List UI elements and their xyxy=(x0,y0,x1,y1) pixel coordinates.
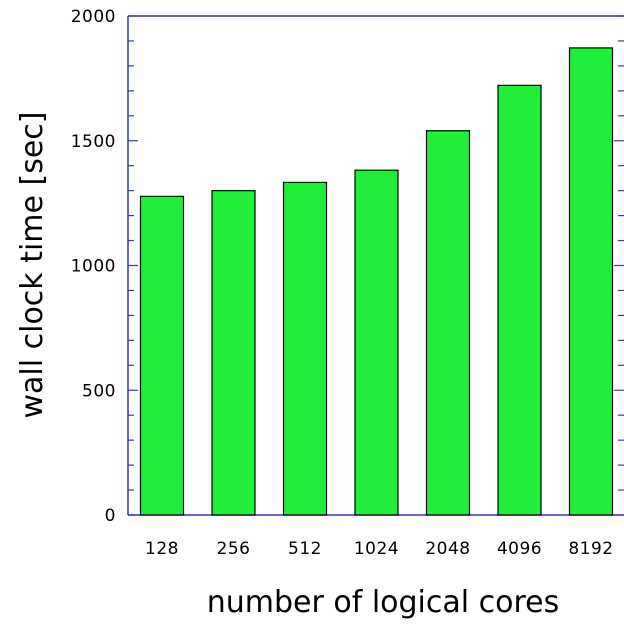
x-tick-label: 2048 xyxy=(425,539,470,559)
bar-4096 xyxy=(497,84,542,516)
x-tick-label: 512 xyxy=(288,539,322,559)
y-tick-label: 0 xyxy=(105,506,116,526)
y-tick-label: 500 xyxy=(82,381,116,401)
x-ticks-group: 128 256 512 1024 2048 4096 8192 xyxy=(145,539,613,559)
y-axis-label: wall clock time [sec] xyxy=(15,111,50,418)
bars-group xyxy=(139,47,614,516)
bar-8192 xyxy=(568,47,614,516)
x-tick-label: 8192 xyxy=(568,539,613,559)
x-tick-label: 4096 xyxy=(497,539,542,559)
bar-1024 xyxy=(354,169,399,516)
bar-128 xyxy=(139,195,185,516)
x-tick-label: 1024 xyxy=(354,539,399,559)
x-tick-label: 128 xyxy=(145,539,179,559)
x-tick-label: 256 xyxy=(217,539,251,559)
bar-512 xyxy=(282,181,328,516)
y-tick-label: 2000 xyxy=(71,7,116,27)
x-axis-label: number of logical cores xyxy=(207,585,560,619)
bar-2048 xyxy=(425,130,471,516)
y-tick-label: 1500 xyxy=(71,132,116,152)
y-ticks-group: 0 500 1000 1500 2000 xyxy=(71,7,624,526)
bar-256 xyxy=(211,190,256,516)
y-tick-label: 1000 xyxy=(71,257,116,277)
